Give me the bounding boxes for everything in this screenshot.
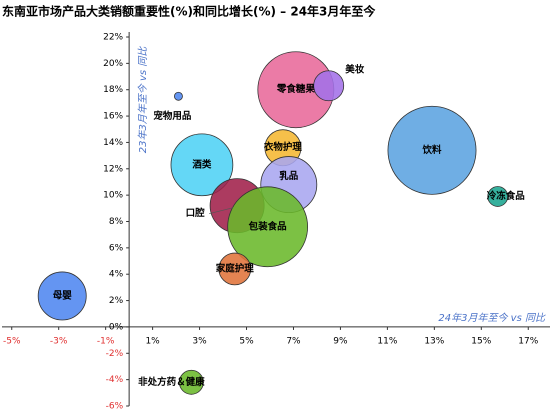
y-tick-label: 10% [103,191,123,201]
bubble-label: 饮料 [421,144,442,156]
y-tick-label: 4% [109,270,124,280]
x-tick-label: -1% [97,336,115,346]
y-tick-label: 8% [109,217,124,227]
bubble-label: 母婴 [53,289,73,301]
y-axis-label: 23年3月年至今 vs 同比 [137,46,149,154]
y-tick-label: -6% [106,402,124,412]
bubble-label: 酒类 [192,158,212,170]
bubble-label: 乳品 [279,170,298,182]
bubble [487,186,509,207]
bubble [313,70,345,102]
y-tick-label: 20% [103,59,123,69]
x-tick-label: 1% [145,336,160,346]
x-tick-label: -3% [50,336,68,346]
x-axis-label: 24年3月年至今 vs 同比 [438,312,546,324]
bubble-label: 美妆 [344,63,365,75]
bubble-label: 口腔 [186,207,206,219]
y-tick-label: 12% [103,164,123,174]
bubble [174,91,183,101]
x-tick-label: 9% [333,336,348,346]
chart-title: 东南亚市场产品大类销额重要性(%)和同比增长(%) – 24年3月年至今 [2,4,376,19]
y-tick-label: -2% [106,349,124,359]
leader-line [209,207,234,215]
x-tick-label: 13% [424,336,444,346]
bubble-label: 家庭护理 [216,262,255,274]
y-tick-label: 2% [109,296,124,306]
bubble [227,186,309,268]
x-tick-label: 5% [239,336,254,346]
bubble [218,252,252,286]
bubble-label: 冷冻食品 [487,190,525,202]
bubble-label: 宠物用品 [153,110,191,122]
y-tick-label: 16% [103,112,123,122]
x-tick-label: 7% [286,336,301,346]
y-tick-label: 22% [103,33,123,43]
x-tick-label: 11% [377,336,397,346]
bubble [170,133,234,197]
y-tick-label: 6% [109,243,124,253]
x-tick-label: 15% [471,336,491,346]
bubble-label: 非处方药＆健康 [138,376,205,388]
y-tick-label: 0% [109,322,124,332]
bubble [178,369,204,395]
bubble-label: 零食糖果 [276,83,316,95]
bubble [387,105,477,195]
y-tick-label: 18% [103,85,123,95]
x-tick-label: 3% [192,336,207,346]
bubble [37,271,87,321]
bubble-label: 衣物护理 [264,141,303,153]
y-tick-label: -4% [106,375,124,385]
x-tick-label: -5% [3,336,21,346]
x-tick-label: 17% [518,336,538,346]
y-tick-label: 14% [103,138,123,148]
bubble-label: 包装食品 [248,220,287,232]
